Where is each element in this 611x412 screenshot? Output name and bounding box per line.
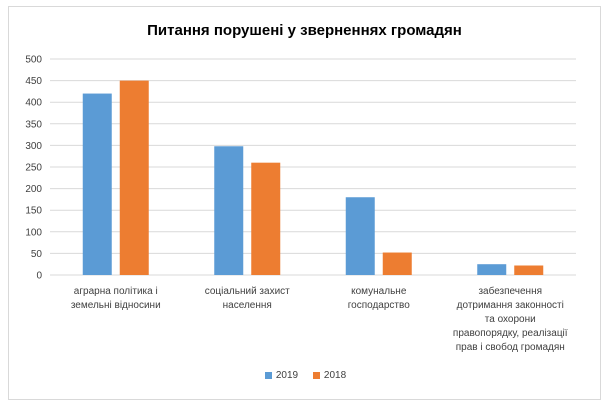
y-tick-label: 200 (25, 184, 42, 195)
bar (345, 197, 375, 275)
x-tick-label: аграрна політика і (74, 286, 158, 297)
legend-swatch-2018 (312, 372, 320, 379)
legend-item-2019: 2019 (264, 370, 299, 381)
bar (251, 162, 281, 275)
x-tick-label: забезпечення (478, 285, 542, 297)
y-tick-label: 450 (25, 76, 42, 87)
bar (82, 93, 112, 275)
bar (119, 80, 149, 275)
x-tick-label: прав і свобод громадян (456, 341, 565, 353)
y-tick-label: 300 (25, 141, 42, 152)
x-tick-label: правопорядку, реалізації (453, 328, 568, 339)
bar (214, 146, 244, 275)
x-tick-label: населення (223, 300, 272, 311)
y-tick-label: 400 (25, 98, 42, 109)
x-tick-label: господарство (348, 300, 410, 311)
x-tick-label: дотримання законності (457, 300, 564, 311)
chart-title: Питання порушені у зверненнях громадян (147, 22, 462, 39)
x-tick-label: комунальне (351, 286, 407, 297)
legend-swatch-2019 (264, 372, 272, 379)
bar (382, 252, 412, 275)
x-tick-label: соціальний захист (205, 286, 290, 297)
y-tick-label: 0 (36, 271, 42, 282)
x-tick-label: земельні відносини (71, 300, 161, 311)
y-tick-label: 150 (25, 206, 42, 217)
bar (477, 264, 507, 275)
chart-legend: 2019 2018 (0, 370, 611, 382)
y-tick-label: 250 (25, 163, 42, 174)
y-tick-label: 350 (25, 119, 42, 130)
legend-label-2019: 2019 (275, 370, 299, 381)
y-tick-label: 500 (25, 55, 42, 66)
legend-item-2018: 2018 (312, 370, 347, 381)
legend-label-2018: 2018 (323, 370, 347, 381)
bar (514, 265, 544, 275)
y-tick-label: 100 (25, 227, 42, 238)
y-tick-label: 50 (31, 249, 43, 260)
x-tick-label: та охорони (485, 314, 536, 325)
